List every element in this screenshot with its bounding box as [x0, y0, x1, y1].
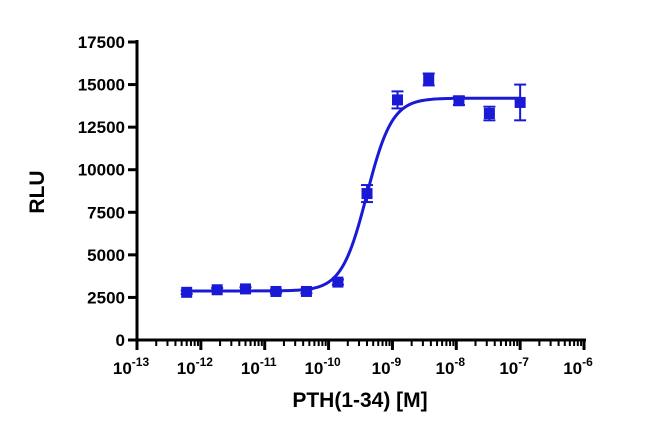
x-tick-base: 10: [372, 359, 391, 378]
x-tick-base: 10: [499, 359, 518, 378]
x-tick-exponent: -12: [196, 355, 214, 369]
x-tick-base: 10: [435, 359, 454, 378]
x-tick-base: 10: [304, 359, 323, 378]
x-tick-exponent: -9: [391, 355, 402, 369]
point-marker: [181, 286, 193, 298]
y-tick-label: 7500: [87, 203, 125, 222]
point-marker: [332, 276, 344, 288]
x-tick-base: 10: [563, 359, 582, 378]
x-tick-base: 10: [177, 359, 196, 378]
y-tick-label: 10000: [78, 161, 125, 180]
x-tick-label: 10-12: [177, 355, 214, 378]
data-point: [361, 184, 374, 204]
point-marker: [361, 188, 373, 200]
x-tick-exponent: -6: [582, 355, 593, 369]
point-marker: [270, 285, 282, 297]
fit-curve-layer: [186, 96, 521, 293]
x-tick-label: 10-13: [113, 355, 150, 378]
x-tick-exponent: -13: [132, 355, 150, 369]
x-tick-label: 10-6: [563, 355, 593, 378]
x-tick-exponent: -11: [260, 355, 277, 369]
y-tick-label: 15000: [78, 76, 125, 95]
data-point: [331, 276, 344, 288]
data-point: [391, 90, 404, 110]
x-tick-label: 10-11: [241, 355, 277, 378]
data-point: [180, 286, 193, 298]
x-tick-exponent: -8: [454, 355, 465, 369]
point-marker: [391, 94, 403, 106]
x-tick-label: 10-7: [499, 355, 529, 378]
data-points-layer: [180, 72, 527, 298]
x-tick-exponent: -7: [518, 355, 529, 369]
point-marker: [514, 96, 526, 108]
point-marker: [483, 108, 495, 120]
x-tick-label: 10-10: [304, 355, 341, 378]
data-point: [483, 105, 496, 122]
y-tick-label: 2500: [87, 288, 125, 307]
x-tick-label: 10-8: [435, 355, 465, 378]
y-tick-label: 12500: [78, 118, 125, 137]
data-point: [452, 95, 465, 107]
data-point: [422, 72, 435, 87]
y-tick-label: 17500: [78, 33, 125, 52]
x-axis-title: PTH(1-34) [M]: [292, 389, 427, 412]
y-axis-title: RLU: [26, 170, 49, 213]
x-tick-exponent: -10: [323, 355, 341, 369]
y-tick-label: 5000: [87, 246, 125, 265]
x-tick-label: 10-9: [372, 355, 402, 378]
data-point: [300, 285, 313, 297]
x-tick-base: 10: [241, 359, 260, 378]
data-point: [239, 283, 252, 295]
fit-curve: [186, 96, 521, 293]
point-marker: [300, 285, 312, 297]
data-point: [269, 285, 282, 297]
data-point: [211, 284, 224, 296]
y-axis: 0 2500 5000 7500 10000 12500 15000 17500: [78, 33, 139, 350]
point-marker: [239, 283, 251, 295]
x-axis: 10-13 10-12 10-11 10-10 10-9 10-8 10-7 10-6: [113, 338, 593, 378]
x-tick-base: 10: [113, 359, 132, 378]
point-marker: [453, 95, 465, 107]
y-tick-label: 0: [116, 331, 125, 350]
point-marker: [423, 73, 435, 85]
data-point: [514, 83, 527, 122]
point-marker: [211, 284, 223, 296]
